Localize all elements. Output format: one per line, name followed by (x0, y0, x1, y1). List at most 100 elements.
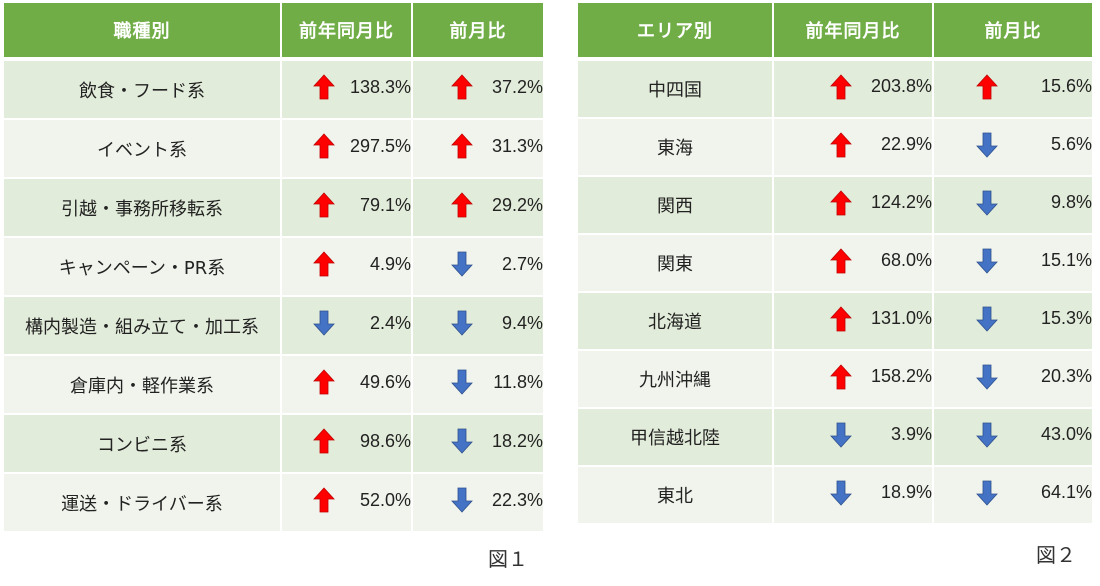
arrow-up-icon (313, 369, 335, 395)
mom-value: 64.1% (1040, 482, 1092, 502)
yoy-cell: 22.9% (774, 119, 934, 177)
row-label: 中四国 (578, 61, 774, 119)
yoy-cell: 3.9% (774, 409, 934, 467)
mom-cell: 29.2% (413, 179, 543, 238)
arrow-up-icon (313, 192, 335, 218)
mom-value: 18.2% (491, 430, 543, 451)
arrow-down-icon (976, 422, 998, 448)
mom-value: 29.2% (491, 194, 543, 215)
arrow-up-icon (976, 73, 998, 100)
row-label: 引越・事務所移転系 (4, 179, 282, 238)
row-label: 倉庫内・軽作業系 (4, 356, 282, 415)
table-row: 倉庫内・軽作業系 49.6% 11.8% (4, 356, 543, 415)
yoy-value: 18.9% (880, 482, 932, 502)
yoy-value: 124.2% (870, 192, 932, 212)
arrow-down-icon (976, 190, 998, 216)
table-row: 引越・事務所移転系 79.1% 29.2% (4, 179, 543, 238)
row-label: 甲信越北陸 (578, 409, 774, 467)
arrow-up-icon (830, 363, 852, 390)
row-label: 北海道 (578, 293, 774, 351)
arrow-up-icon (313, 74, 335, 100)
mom-cell: 37.2% (413, 61, 543, 120)
arrow-up-icon (830, 305, 852, 332)
header-yoy: 前年同月比 (282, 3, 413, 61)
yoy-value: 297.5% (349, 135, 411, 156)
arrow-down-icon (313, 310, 335, 336)
mom-cell: 15.1% (934, 235, 1092, 293)
table-row: キャンペーン・PR系 4.9% 2.7% (4, 238, 543, 297)
arrow-down-icon (451, 310, 473, 336)
yoy-cell: 52.0% (282, 474, 413, 533)
yoy-value: 131.0% (870, 308, 932, 328)
arrow-down-icon (451, 251, 473, 277)
yoy-cell: 203.8% (774, 61, 934, 119)
table-row: 関東 68.0% 15.1% (578, 235, 1092, 293)
header-row: 職種別 前年同月比 前月比 (4, 3, 543, 61)
arrow-up-icon (313, 487, 335, 513)
arrow-up-icon (451, 133, 473, 159)
table-row: 飲食・フード系 138.3% 37.2% (4, 61, 543, 120)
mom-cell: 9.8% (934, 177, 1092, 235)
mom-cell: 43.0% (934, 409, 1092, 467)
yoy-value: 2.4% (369, 312, 411, 333)
yoy-cell: 131.0% (774, 293, 934, 351)
mom-value: 20.3% (1040, 366, 1092, 386)
mom-value: 15.6% (1040, 76, 1092, 96)
table-row: 東北 18.9% 64.1% (578, 467, 1092, 525)
header-mom: 前月比 (934, 3, 1092, 61)
yoy-value: 68.0% (880, 250, 932, 270)
yoy-cell: 297.5% (282, 120, 413, 179)
mom-value: 22.3% (491, 489, 543, 510)
yoy-value: 3.9% (890, 424, 932, 444)
yoy-value: 79.1% (359, 194, 411, 215)
mom-cell: 9.4% (413, 297, 543, 356)
mom-cell: 18.2% (413, 415, 543, 474)
arrow-up-icon (830, 131, 852, 158)
figure-caption-1: 図１ (488, 547, 528, 571)
yoy-cell: 138.3% (282, 61, 413, 120)
yoy-value: 138.3% (349, 76, 411, 97)
table-row: 中四国 203.8% 15.6% (578, 61, 1092, 119)
header-area: エリア別 (578, 3, 774, 61)
arrow-down-icon (976, 364, 998, 390)
mom-cell: 15.3% (934, 293, 1092, 351)
row-label: 九州沖縄 (578, 351, 774, 409)
arrow-down-icon (830, 422, 852, 448)
yoy-cell: 4.9% (282, 238, 413, 297)
row-label: イベント系 (4, 120, 282, 179)
mom-cell: 64.1% (934, 467, 1092, 525)
yoy-value: 49.6% (359, 371, 411, 392)
row-label: 関西 (578, 177, 774, 235)
yoy-cell: 98.6% (282, 415, 413, 474)
figure-caption-2: 図２ (1036, 543, 1076, 567)
arrow-down-icon (451, 487, 473, 513)
mom-value: 43.0% (1040, 424, 1092, 444)
mom-value: 11.8% (493, 371, 543, 392)
table-row: 九州沖縄 158.2% 20.3% (578, 351, 1092, 409)
mom-cell: 22.3% (413, 474, 543, 533)
mom-cell: 20.3% (934, 351, 1092, 409)
table-row: 甲信越北陸 3.9% 43.0% (578, 409, 1092, 467)
row-label: 東海 (578, 119, 774, 177)
arrow-up-icon (313, 251, 335, 277)
yoy-cell: 124.2% (774, 177, 934, 235)
mom-value: 9.4% (501, 312, 543, 333)
yoy-cell: 49.6% (282, 356, 413, 415)
arrow-up-icon (830, 247, 852, 274)
job-type-table: 職種別 前年同月比 前月比 飲食・フード系 138.3% 37.2% イベント系 297… (4, 3, 543, 533)
row-label: 運送・ドライバー系 (4, 474, 282, 533)
arrow-down-icon (976, 306, 998, 332)
header-mom: 前月比 (413, 3, 543, 61)
yoy-value: 52.0% (359, 489, 411, 510)
mom-cell: 11.8% (413, 356, 543, 415)
arrow-up-icon (313, 133, 335, 159)
mom-value: 37.2% (491, 76, 543, 97)
mom-cell: 5.6% (934, 119, 1092, 177)
row-label: 関東 (578, 235, 774, 293)
table-row: イベント系 297.5% 31.3% (4, 120, 543, 179)
table-row: 運送・ドライバー系 52.0% 22.3% (4, 474, 543, 533)
row-label: 構内製造・組み立て・加工系 (4, 297, 282, 356)
arrow-up-icon (830, 189, 852, 216)
arrow-up-icon (451, 74, 473, 100)
mom-value: 2.7% (501, 253, 543, 274)
